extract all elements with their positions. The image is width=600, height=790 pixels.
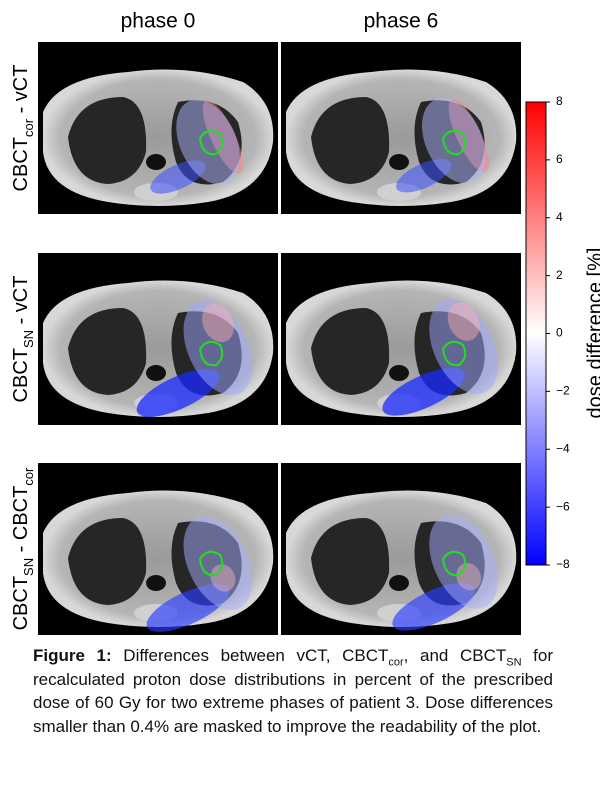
panels (38, 42, 521, 635)
row-label-part: CBCT (10, 137, 32, 191)
subscript: cor (21, 118, 36, 137)
target-contour (441, 550, 467, 577)
figure-plot: −8 −6 −4 −2 0 2 4 6 8 dose difference [%] phase … (10, 10, 600, 635)
dose-overlay (201, 303, 235, 343)
row-label-part: CBCT (10, 348, 32, 402)
subscript: cor (388, 656, 404, 669)
row-label-part: CBCT (10, 576, 32, 630)
dose-overlay (210, 564, 236, 592)
caption: Figure 1: Differences between vCT, CBCTc… (33, 644, 553, 738)
row-label-part: - vCT (10, 276, 32, 330)
caption-text: for recalculated proton dose distributio… (33, 646, 554, 736)
colorbar-tick-label: 8 (556, 94, 563, 108)
dose-overlay (183, 515, 253, 611)
colorbar-tick-label: 6 (556, 152, 563, 166)
dose-overlay (447, 302, 480, 341)
row-label: CBCTcor - vCT (10, 65, 36, 192)
ct-panel (281, 253, 521, 425)
dose-overlay (429, 514, 499, 609)
ct-panel (38, 42, 278, 214)
caption-text: Differences between vCT, CBCT (111, 646, 389, 665)
dose-overlay (382, 367, 466, 416)
subscript: cor (21, 467, 36, 486)
dose-overlay (176, 99, 240, 185)
ct-panel (281, 463, 521, 635)
row-label: CBCTSN - vCT (10, 276, 36, 403)
column-title: phase 0 (121, 10, 196, 33)
row-label-part: - CBCT (10, 486, 32, 558)
subscript: SN (21, 330, 36, 348)
colorbar-tick-label: −6 (556, 499, 570, 513)
column-title: phase 6 (364, 10, 439, 33)
row-label: CBCTSN - CBCTcor (10, 467, 36, 630)
target-contour (441, 340, 467, 367)
colorbar-tick-label: −4 (556, 441, 570, 455)
subscript: SN (21, 558, 36, 576)
colorbar-label: dose difference [%] (584, 248, 600, 419)
dose-overlay (136, 369, 220, 417)
target-contour (198, 340, 224, 367)
dose-overlay (150, 160, 206, 194)
row-label-part: - vCT (10, 65, 32, 119)
colorbar-tick-label: −8 (556, 557, 570, 571)
colorbar-tick-label: 0 (556, 326, 563, 340)
colorbar (525, 101, 547, 566)
ct-panel (38, 253, 278, 425)
subscript: SN (506, 656, 522, 669)
dose-overlay (183, 300, 253, 396)
target-contour (198, 129, 224, 156)
target-contour (441, 129, 467, 156)
caption-label: Figure 1: (33, 646, 112, 665)
colorbar-tick-label: 4 (556, 210, 563, 224)
colorbar-tick-label: 2 (556, 268, 563, 282)
colorbar-ticks: −8 −6 −4 −2 0 2 4 6 8 (546, 94, 570, 571)
caption-text: , and CBCT (403, 646, 507, 665)
ct-panel (38, 463, 278, 635)
dose-overlay (422, 98, 486, 184)
dose-overlay (396, 159, 452, 193)
target-contour (198, 550, 224, 577)
ct-panel (281, 42, 521, 214)
colorbar-tick-label: −2 (556, 384, 570, 398)
